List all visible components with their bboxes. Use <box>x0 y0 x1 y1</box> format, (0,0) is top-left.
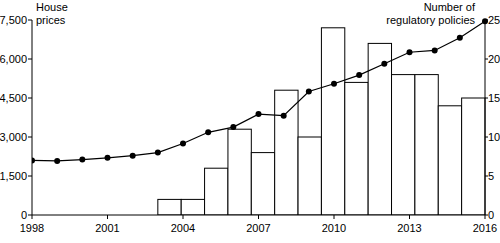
marker <box>256 111 262 117</box>
chart: 0 1,500 3,000 4,500 6,000 7,500 0 5 10 15 20 25 1998… <box>0 0 500 243</box>
y2-tick-label: 25 <box>488 14 500 26</box>
x-tick <box>183 215 184 219</box>
plot-area <box>32 18 488 215</box>
y-tick <box>28 176 32 177</box>
y2-tick-label: 15 <box>488 92 500 104</box>
y-tick-label: 7,500 <box>0 14 27 26</box>
y-axis-line <box>32 20 33 215</box>
marker <box>356 72 362 78</box>
x-tick-label: 2010 <box>322 222 346 234</box>
bar <box>251 153 274 215</box>
x-tick-label: 2007 <box>246 222 270 234</box>
bar <box>228 129 251 215</box>
y2-axis-label-line: regulatory policies <box>386 14 475 26</box>
marker <box>79 157 85 163</box>
y-tick-label: 6,000 <box>0 53 27 65</box>
y2-tick-label: 5 <box>488 170 494 182</box>
y-axis-label-line: prices <box>36 14 66 26</box>
marker <box>205 129 211 135</box>
marker <box>281 113 287 119</box>
marker <box>180 141 186 147</box>
y2-axis-line <box>485 20 486 215</box>
x-tick-label: 1998 <box>20 222 44 234</box>
line <box>32 21 485 161</box>
x-tick <box>409 215 410 219</box>
x-tick <box>485 215 486 219</box>
y2-tick-label: 0 <box>488 209 494 221</box>
bar <box>345 82 368 215</box>
y2-tick-label: 10 <box>488 131 500 143</box>
bar <box>415 75 438 215</box>
marker <box>130 153 136 159</box>
x-tick <box>107 215 108 219</box>
y2-tick-label: 20 <box>488 53 500 65</box>
y2-axis-label-line: Number of <box>424 1 476 13</box>
bar <box>205 168 228 215</box>
marker <box>381 61 387 67</box>
y-tick-label: 0 <box>21 209 27 221</box>
marker <box>407 49 413 55</box>
x-tick-label: 2016 <box>473 222 497 234</box>
x-tick <box>32 215 33 219</box>
y-axis-label: Houseprices <box>36 1 68 26</box>
y-tick-label: 4,500 <box>0 92 27 104</box>
bar <box>181 199 204 215</box>
bar <box>275 90 298 215</box>
bar <box>321 28 344 215</box>
bar <box>438 106 461 215</box>
y-tick <box>28 215 32 216</box>
x-tick-label: 2004 <box>171 222 195 234</box>
x-tick <box>258 215 259 219</box>
bar <box>158 199 181 215</box>
bar <box>462 98 485 215</box>
y-tick <box>28 59 32 60</box>
x-tick-label: 2001 <box>95 222 119 234</box>
marker <box>432 47 438 53</box>
marker <box>331 81 337 87</box>
y-tick-label: 3,000 <box>0 131 27 143</box>
y-axis-label-line: House <box>36 1 68 13</box>
axes: 0 1,500 3,000 4,500 6,000 7,500 0 5 10 15 20 25 1998… <box>0 14 500 234</box>
x-tick <box>334 215 335 219</box>
marker <box>306 89 312 95</box>
y-tick <box>28 98 32 99</box>
marker <box>105 155 111 161</box>
bar <box>392 75 415 215</box>
marker <box>54 158 60 164</box>
marker <box>230 124 236 130</box>
y-tick-label: 1,500 <box>0 170 27 182</box>
marker <box>457 35 463 41</box>
y2-axis-label: Number ofregulatory policies <box>386 1 476 26</box>
bar <box>298 137 321 215</box>
x-tick-label: 2013 <box>397 222 421 234</box>
y-tick <box>28 20 32 21</box>
marker <box>155 150 161 156</box>
y-tick <box>28 137 32 138</box>
